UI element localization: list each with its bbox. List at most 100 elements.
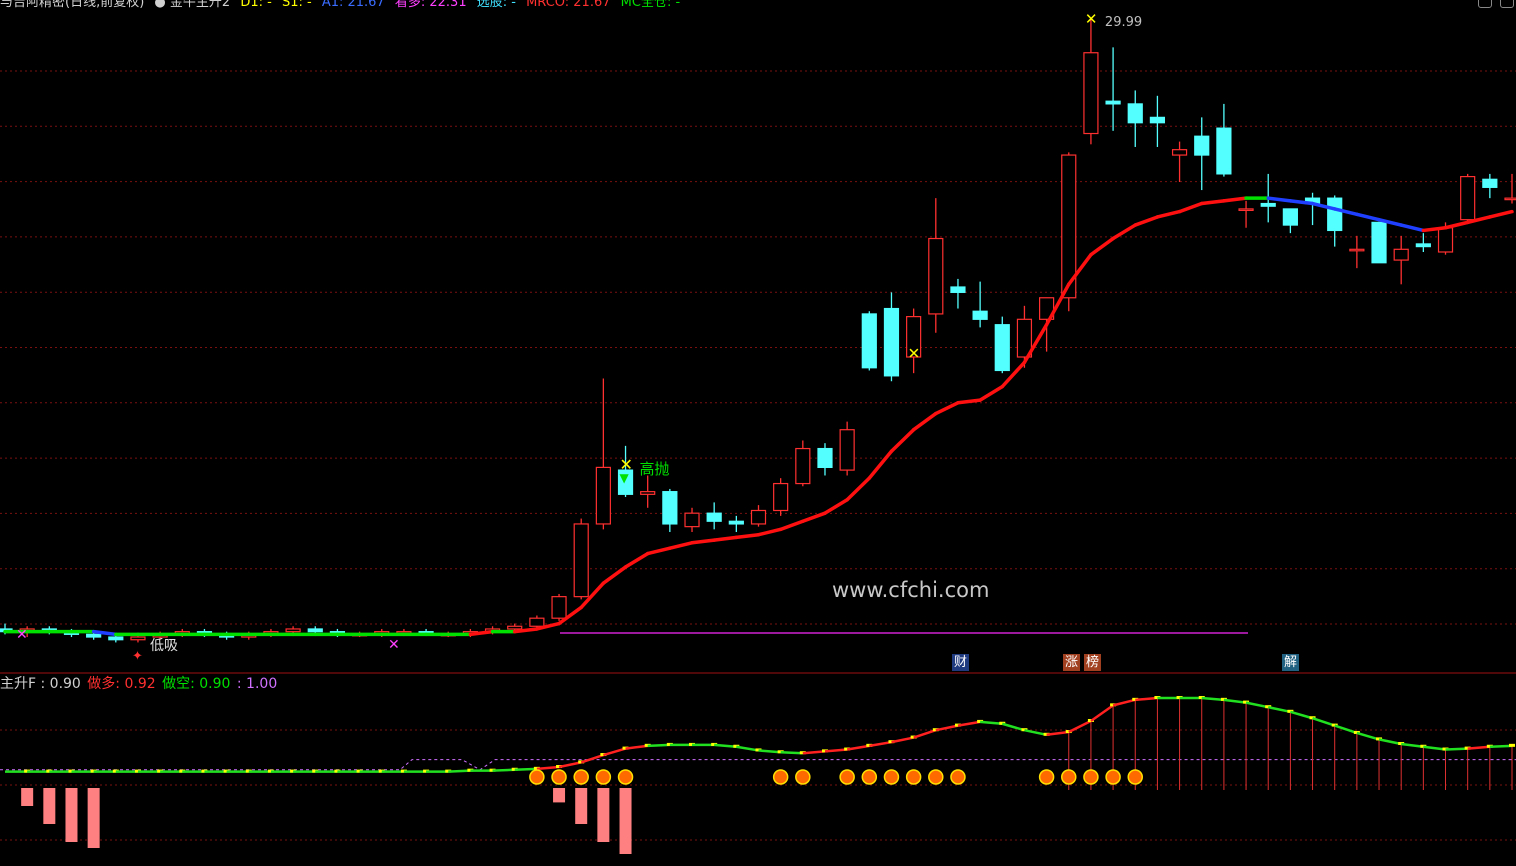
indicator-line-segment (536, 765, 560, 771)
ma-line-segment (535, 621, 561, 631)
indicator-header: 主升F : 0.90 做多: 0.92 做空: 0.90 : 1.00 (0, 675, 279, 693)
candle-body (817, 447, 833, 469)
candle-body (1437, 227, 1454, 253)
indicator-line-segment (514, 767, 537, 772)
ma-line-segment (1044, 282, 1071, 327)
ma-line-segment (956, 398, 982, 405)
candle-body (1504, 197, 1516, 201)
ma-line-segment (1111, 223, 1137, 241)
ma-line-segment (579, 581, 606, 610)
indicator-bar (43, 788, 56, 824)
candle-body (573, 523, 589, 598)
candle-body (1282, 208, 1298, 226)
candle-body (529, 617, 545, 627)
ma-line-segment (801, 511, 827, 524)
event-finance-icon[interactable]: 财 (952, 654, 970, 671)
sell-arrow-icon: ▼ (620, 471, 630, 485)
indicator-line-segment (558, 761, 582, 769)
header-part: S1: - (281, 0, 312, 10)
header-part: 看多: 22.31 (394, 0, 467, 10)
signal-icon (595, 769, 612, 785)
ma-line-segment (1488, 209, 1514, 219)
header-part: D1: - (240, 0, 272, 10)
cross-marker: ✕ (16, 627, 28, 643)
signal-icon (617, 769, 634, 785)
event-unlock-icon[interactable]: 解 (1282, 654, 1300, 671)
indicator-line-segment (1001, 722, 1025, 732)
indicator-main: 主升F : 0.90 (0, 676, 81, 692)
indicator-dot (1309, 716, 1316, 720)
indicator-line-segment (935, 724, 959, 732)
candle-body (595, 466, 611, 525)
candle-body (1260, 202, 1276, 207)
indicator-line-segment (824, 748, 848, 753)
candle-body (1016, 318, 1033, 358)
indicator-line-segment (891, 736, 914, 744)
ma-line-segment (911, 411, 938, 432)
indicator-bar (553, 788, 566, 803)
ma-line-segment (668, 541, 694, 550)
ma-line-segment (889, 427, 916, 453)
ma-line-segment (1133, 215, 1160, 227)
candle-body (1061, 154, 1077, 299)
sell-marker: ✕ (908, 345, 921, 363)
candle-body (285, 628, 301, 633)
candle-body (1482, 178, 1498, 188)
event-rise-icon[interactable]: 涨 (1063, 654, 1081, 671)
ma-line-segment (778, 519, 805, 532)
indicator-dot (733, 744, 740, 748)
candle-body (1171, 149, 1188, 156)
indicator-line-segment (802, 750, 826, 755)
signal-icon (1038, 769, 1055, 785)
indicator-line-segment (580, 753, 604, 764)
ma-line-segment (1222, 196, 1248, 203)
signal-icon (551, 769, 567, 785)
ma-line-segment (845, 476, 872, 502)
indicator-dot (977, 719, 984, 723)
candle-body (684, 512, 700, 528)
ma-line-segment (1355, 212, 1381, 222)
indicator-dot (1353, 730, 1360, 734)
indicator-dot (1376, 737, 1383, 741)
ma-line-segment (601, 565, 628, 585)
signal-icon (529, 769, 545, 785)
ma-line-segment (1266, 196, 1293, 203)
window-minimize-icon[interactable] (1478, 0, 1492, 8)
event-rank-icon[interactable]: 榜 (1084, 654, 1102, 671)
candle-body (507, 625, 523, 630)
indicator-dot (1287, 709, 1294, 713)
reference-line (0, 759, 1516, 771)
indicator-dot (1331, 723, 1338, 727)
ma-line-segment (1288, 199, 1315, 206)
watermark: www.cfchi.com (832, 578, 990, 602)
buy-arrow-icon: ✦ (132, 649, 143, 664)
ma-line-segment (468, 629, 495, 637)
ma-line-segment (1399, 223, 1426, 233)
candle-body (1194, 135, 1210, 156)
candle-body (1105, 100, 1121, 105)
ma-line-segment (557, 605, 583, 626)
cross-marker: ✕ (388, 637, 400, 653)
indicator-ref: : 1.00 (236, 676, 278, 692)
indicator-line-segment (1401, 742, 1424, 749)
indicator-dot (1398, 742, 1405, 745)
candle-body (928, 237, 944, 315)
header-part: 与吉阿精密(日线,前复权) (0, 0, 145, 10)
candle-body (728, 520, 744, 525)
signal-icon (795, 769, 811, 785)
signal-icon (1127, 769, 1143, 785)
ma-line-segment (934, 401, 960, 416)
candle-body (307, 628, 323, 633)
indicator-dot (999, 721, 1006, 725)
indicator-line-segment (1090, 704, 1114, 723)
ma-line-segment (734, 532, 761, 540)
indicator-line-segment (625, 744, 648, 750)
ma-line-segment (1022, 322, 1049, 365)
window-close-icon[interactable] (1500, 0, 1514, 8)
indicator-line-segment (1112, 698, 1136, 707)
ma-line-segment (978, 384, 1005, 402)
indicator-short: 做空: 0.90 (162, 676, 231, 692)
header-part: A1: 21.67 (321, 0, 385, 10)
indicator-dot (1509, 743, 1515, 747)
